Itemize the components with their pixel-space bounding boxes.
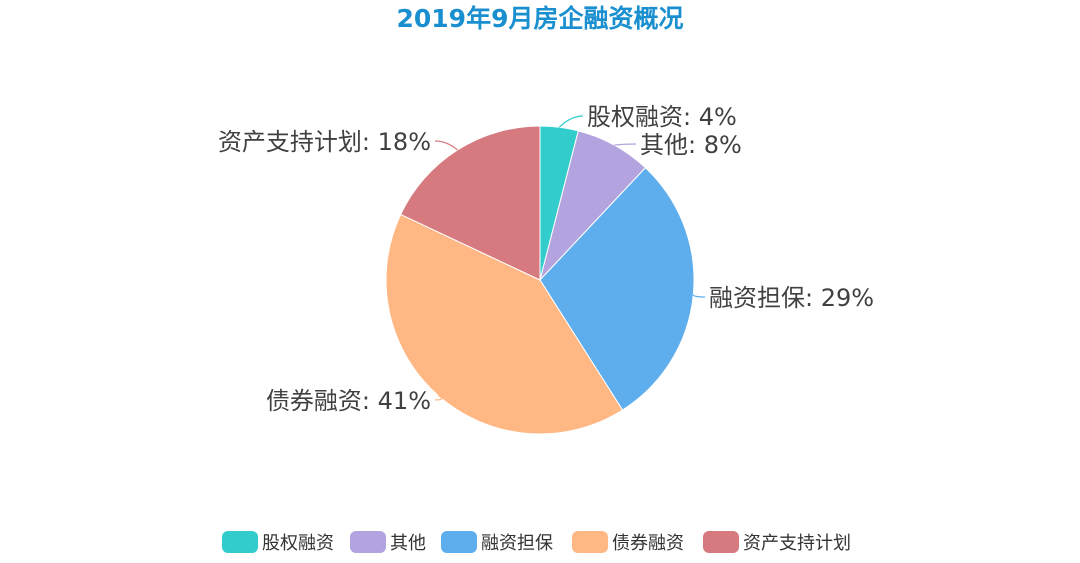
legend-label: 融资担保 [481,533,553,554]
leader-line-1 [558,115,584,128]
legend-item-1[interactable]: 股权融资 [222,531,334,554]
data-label-4: 债券融资: 41% [266,387,431,415]
data-label-1: 股权融资: 4% [587,103,737,131]
legend-label: 资产支持计划 [743,533,851,554]
leader-line-3 [692,294,706,298]
leader-line-5 [434,140,458,151]
legend-swatch [222,531,258,553]
legend-label: 债券融资 [612,533,684,554]
legend-swatch [441,531,477,553]
leader-line-4 [434,394,443,401]
chart-title: 2019年9月房企融资概况 [397,4,684,33]
legend-label: 股权融资 [262,533,334,554]
legend-item-3[interactable]: 融资担保 [441,531,553,554]
data-label-5: 资产支持计划: 18% [218,128,431,156]
legend-swatch [703,531,739,553]
pie-slice-5 [399,125,541,281]
legend-item-5[interactable]: 资产支持计划 [703,531,851,554]
data-label-2: 其他: 8% [640,131,742,159]
leader-line-2 [614,143,637,146]
slice-labels: 股权融资: 4%其他: 8% 融资担保: 29% 债券融资: 41% 资产支持计划: … [218,103,874,415]
legend-swatch [350,531,386,553]
legend-item-4[interactable]: 债券融资 [572,531,684,554]
label-leader-lines [434,115,706,401]
pie-slices [385,125,695,435]
legend-label: 其他 [390,533,426,554]
legend: 股权融资 其他 融资担保 债券融资 资产支持计划 [222,531,851,554]
legend-item-2[interactable]: 其他 [350,531,426,554]
legend-swatch [572,531,608,553]
data-label-3: 融资担保: 29% [709,284,874,312]
